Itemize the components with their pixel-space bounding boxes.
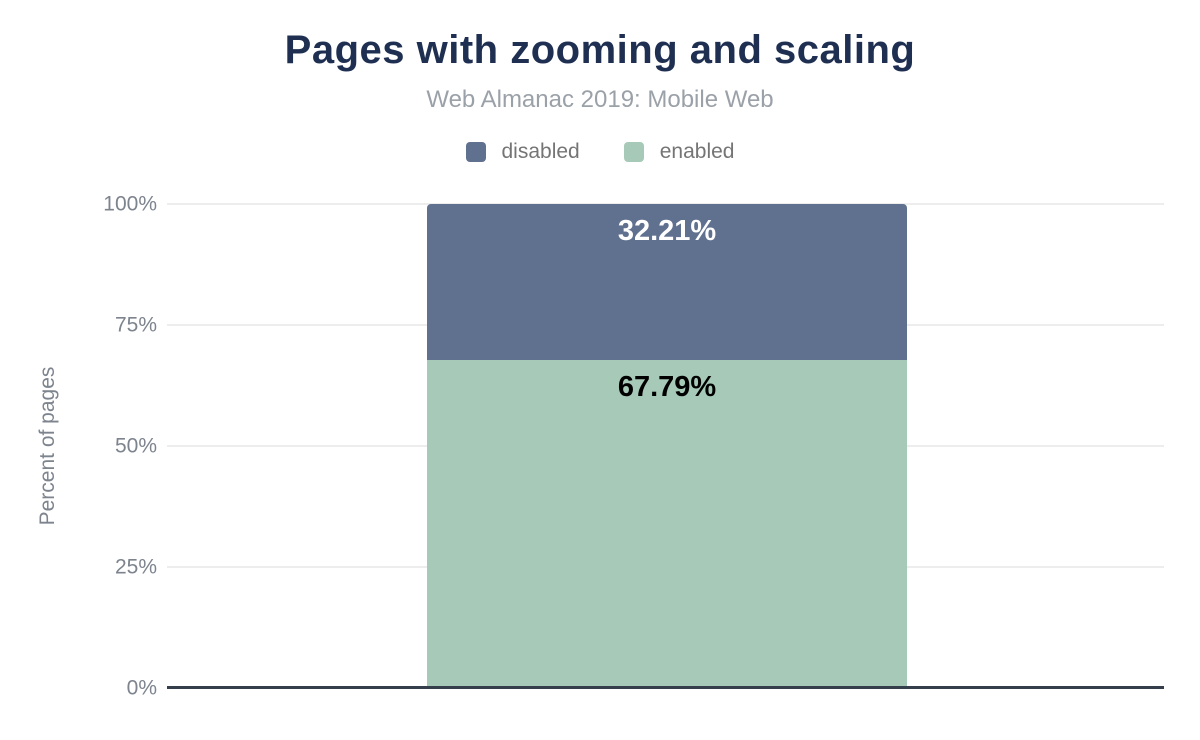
y-tick-label: 100% [103, 192, 157, 216]
bar-value-label-disabled: 32.21% [617, 215, 717, 247]
bar-value-label-enabled: 67.79% [617, 370, 717, 403]
bar-segment-enabled: 67.79% [427, 359, 907, 688]
x-axis-baseline [167, 686, 1164, 689]
legend-item-disabled: disabled [465, 140, 580, 164]
bar-stack: 32.21% 67.79% [427, 204, 907, 688]
legend-swatch-disabled [465, 142, 486, 162]
legend-label-enabled: enabled [659, 140, 735, 163]
y-tick-label: 0% [126, 676, 157, 700]
y-axis-ticks: 0% 25% 50% 75% 100% [0, 194, 157, 699]
chart-subtitle: Web Almanac 2019: Mobile Web [426, 86, 774, 113]
legend-item-enabled: enabled [623, 140, 735, 164]
legend-label-disabled: disabled [501, 140, 580, 163]
legend-swatch-enabled [623, 142, 644, 162]
y-tick-label: 75% [114, 313, 157, 337]
y-tick-label: 50% [114, 434, 157, 458]
chart-title: Pages with zooming and scaling [284, 28, 916, 72]
y-tick-label: 25% [114, 555, 157, 579]
bar-segment-disabled: 32.21% [427, 204, 907, 360]
plot-area: 32.21% 67.79% [167, 203, 1164, 689]
legend: disabled enabled [0, 140, 1200, 164]
